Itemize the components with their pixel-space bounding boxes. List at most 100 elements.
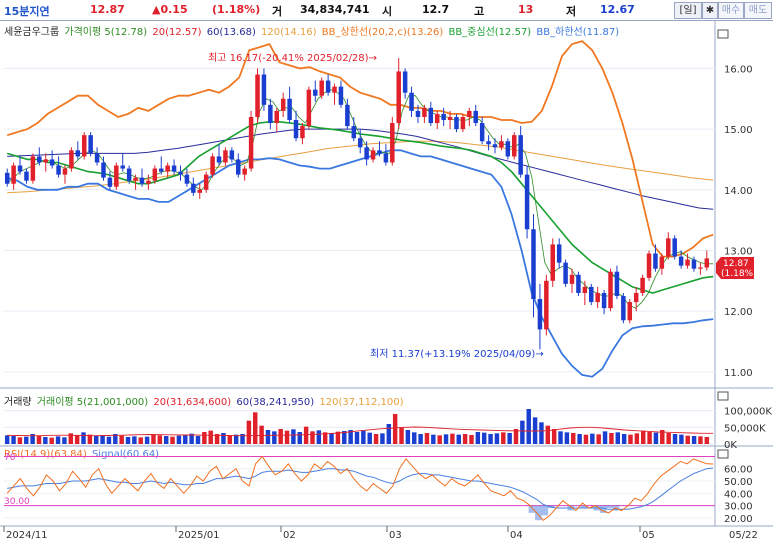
volume-bar	[513, 429, 519, 444]
volume-bar	[17, 437, 23, 444]
volume-bar	[170, 436, 175, 444]
lt-marker[interactable]	[717, 29, 729, 39]
candle-body	[69, 150, 74, 169]
candle-body	[698, 267, 703, 269]
candle-body	[370, 150, 376, 160]
candle-body	[184, 174, 190, 184]
volume-label: 거	[272, 5, 283, 18]
candle-body	[4, 172, 10, 184]
volume-bar	[24, 436, 29, 444]
candle-body	[287, 98, 292, 120]
volume-bar	[596, 434, 601, 444]
candle-body	[325, 80, 331, 93]
volume-bar	[49, 437, 54, 444]
volume-bar	[450, 433, 455, 444]
candle-body	[531, 229, 536, 300]
volume-bar	[666, 433, 671, 444]
candle-body	[685, 259, 690, 266]
volume-bar	[418, 434, 423, 444]
volume-bar	[685, 435, 690, 444]
candle-body	[43, 159, 48, 163]
candle-body	[357, 138, 363, 148]
volume-bar	[157, 435, 163, 444]
volume-bar	[481, 432, 487, 444]
candle-body	[197, 189, 203, 193]
high-value: 13	[518, 3, 534, 16]
volume-bar	[297, 432, 302, 444]
candle-body	[210, 156, 215, 175]
candle-body	[505, 141, 511, 157]
lt-marker[interactable]	[717, 449, 729, 459]
volume-bar	[125, 437, 131, 444]
candle-body	[428, 107, 434, 124]
buy-button[interactable]: 매수	[718, 2, 744, 19]
interval-label[interactable]: 15분지연	[4, 5, 50, 18]
bb-mid-line	[6, 121, 714, 294]
candle-body	[280, 98, 286, 111]
candle-body	[56, 165, 61, 175]
volume-bar	[233, 434, 239, 444]
candle-body	[454, 116, 459, 130]
volume-bar	[62, 437, 67, 444]
volume-bar	[30, 434, 35, 444]
candle-body	[274, 110, 280, 124]
candle-body	[216, 156, 222, 163]
candle-body	[666, 238, 671, 257]
volume-bar	[647, 432, 652, 444]
volume-tick-label: 50,000K	[724, 423, 766, 434]
candle-body	[139, 177, 145, 184]
candle-body	[556, 244, 562, 263]
gear-icon[interactable]: ✱	[702, 2, 718, 19]
candle-body	[672, 238, 677, 257]
candle-body	[11, 165, 16, 184]
price-tag-value: 12.87	[723, 259, 749, 269]
volume-bar	[380, 433, 385, 444]
volume-bar	[138, 437, 143, 444]
volume-bar	[348, 430, 353, 444]
candle-body	[499, 141, 504, 148]
candle-body	[544, 280, 549, 330]
volume-bar	[43, 437, 48, 444]
x-tick-label: 05	[642, 530, 655, 540]
candle-body	[646, 253, 652, 278]
volume-bar	[602, 431, 608, 444]
candle-body	[313, 89, 318, 96]
candle-body	[30, 156, 36, 181]
volume-bar	[545, 425, 551, 444]
period-button[interactable]: [일]	[674, 2, 702, 19]
volume-bar	[151, 434, 156, 444]
volume-bar	[335, 431, 341, 444]
candle-body	[422, 107, 427, 117]
volume-bar	[316, 430, 322, 444]
ma120-line	[7, 140, 714, 194]
volume-bar	[532, 417, 538, 444]
candle-body	[467, 110, 472, 117]
volume-bar	[144, 436, 150, 444]
candle-body	[107, 177, 113, 187]
price-tag	[716, 257, 754, 279]
volume-bar	[551, 429, 557, 444]
volume-bar	[539, 422, 544, 444]
volume-bar	[399, 427, 404, 444]
volume-bar	[240, 434, 245, 444]
candle-body	[621, 296, 626, 321]
volume-bar	[386, 424, 392, 444]
y-tick-label: 16.00	[724, 64, 753, 75]
volume-bar	[469, 435, 474, 444]
candle-body	[101, 162, 106, 178]
candle-body	[383, 153, 389, 163]
candle-body	[158, 168, 164, 172]
volume-bar	[672, 434, 678, 444]
legend-vol-ma5: 거래이평 5(21,001,000)	[36, 397, 149, 408]
candle-body	[589, 286, 594, 303]
sell-button[interactable]: 매도	[744, 2, 772, 19]
volume-bar	[272, 431, 277, 444]
candle-body	[633, 292, 639, 303]
ma5-line	[6, 89, 714, 309]
legend-bb-mid: BB_중심선(12.57)	[448, 27, 532, 38]
x-tick-label: 2024/11	[6, 530, 48, 540]
volume-bar	[462, 434, 468, 444]
candle-body	[364, 147, 369, 160]
candle-body	[524, 174, 530, 230]
lt-marker[interactable]	[717, 391, 729, 401]
